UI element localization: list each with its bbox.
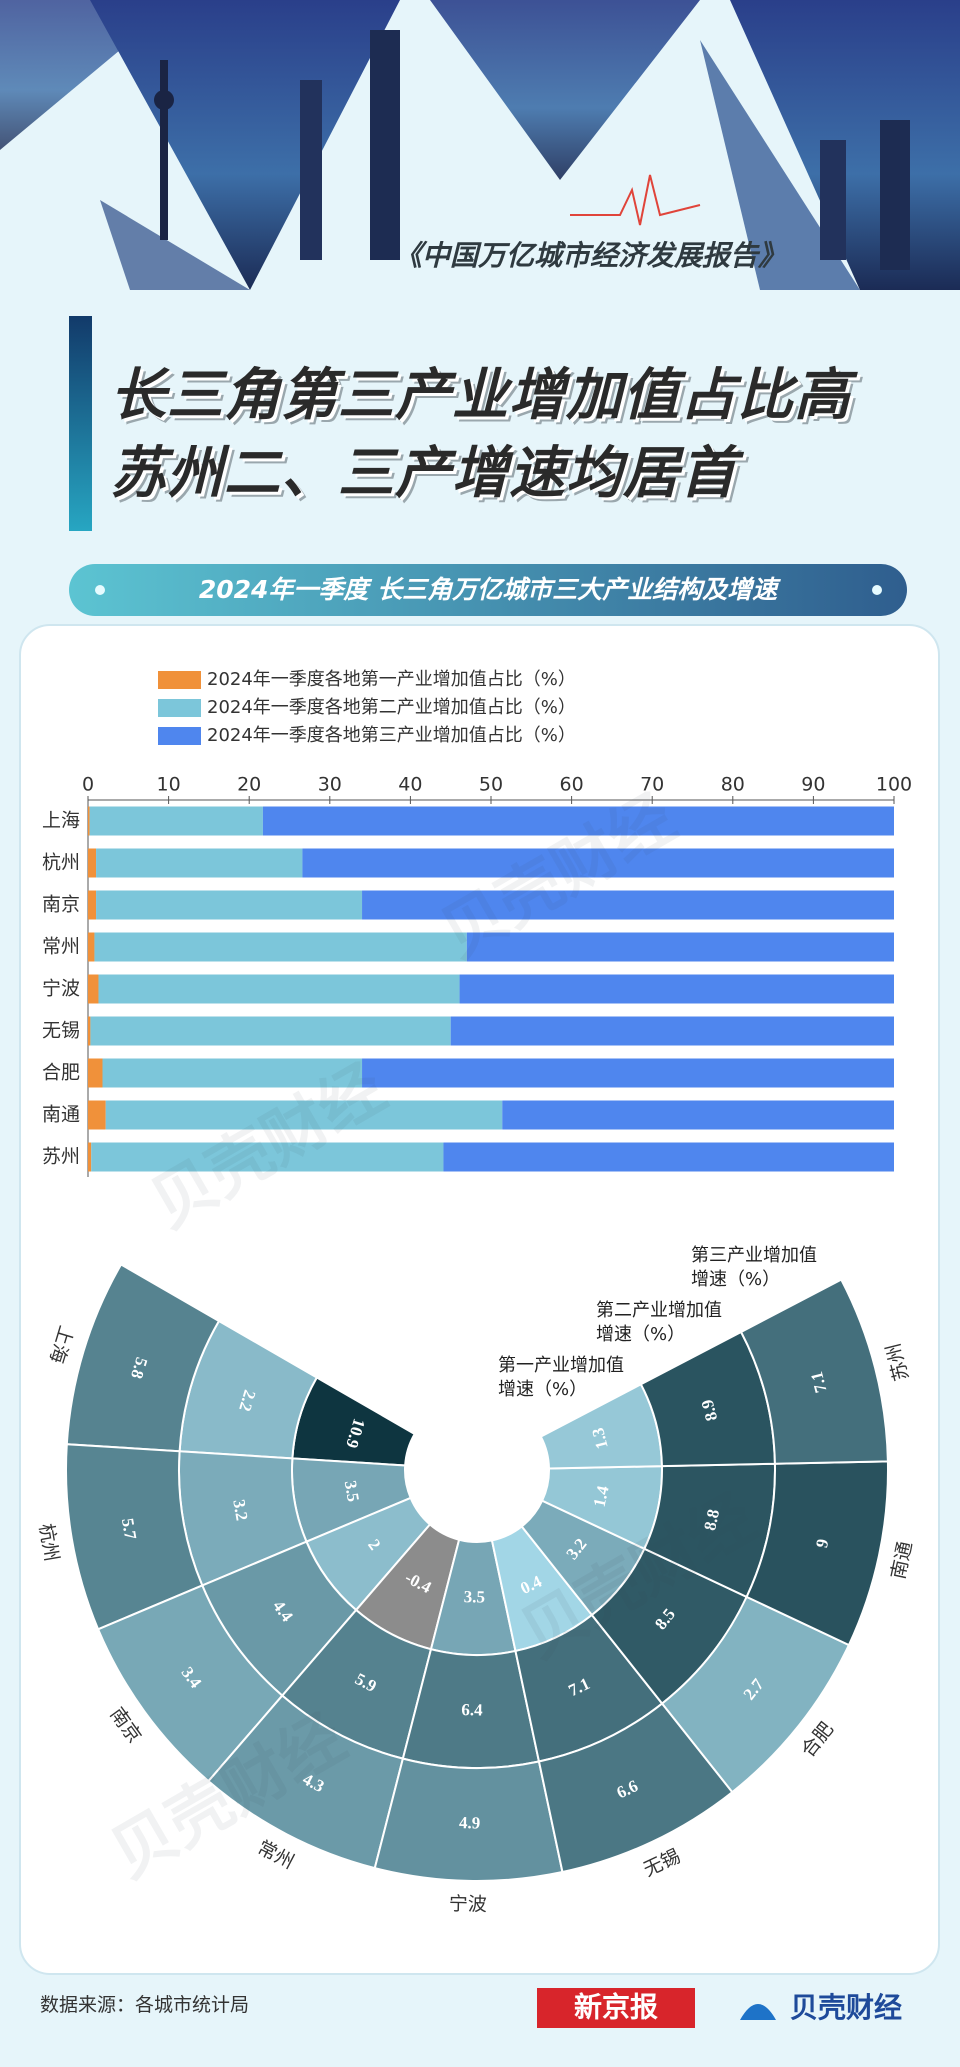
cell-label: 1.3 — [588, 1426, 612, 1451]
bar-segment — [88, 932, 95, 962]
cell-label: 3.5 — [464, 1587, 486, 1606]
bar-segment — [88, 1058, 103, 1088]
bar-segment — [459, 974, 894, 1004]
x-tick-label: 30 — [318, 774, 342, 796]
ring-label: 第二产业增加值增速（%） — [596, 1300, 722, 1345]
y-tick-label: 苏州 — [42, 1146, 80, 1168]
y-tick-label: 上海 — [42, 810, 80, 832]
bar-segment — [466, 932, 894, 962]
bar-segment — [262, 806, 895, 836]
x-tick-label: 50 — [479, 774, 503, 796]
cell-label: 3.2 — [229, 1498, 251, 1522]
bar-segment — [94, 932, 467, 962]
x-tick-label: 80 — [721, 774, 745, 796]
skyline — [0, 0, 960, 290]
bar-segment — [89, 806, 263, 836]
y-tick-label: 无锡 — [42, 1020, 80, 1042]
logo: 新京报 — [574, 1991, 658, 2024]
bar-segment — [88, 806, 90, 836]
logo-box — [537, 1988, 695, 2028]
y-tick-label: 杭州 — [42, 852, 80, 874]
x-tick-label: 40 — [398, 774, 422, 796]
banner-dot — [95, 585, 105, 595]
bar-segment — [502, 1100, 894, 1130]
bar-segment — [105, 1100, 503, 1130]
title: 长三角第三产业增加值占比高 — [110, 363, 851, 428]
legend-label: 2024年一季度各地第一产业增加值占比（%） — [207, 669, 576, 690]
bar-segment — [362, 890, 894, 920]
cell-label: 3.5 — [341, 1479, 363, 1503]
title-bar — [69, 316, 92, 531]
bar-segment — [90, 1016, 451, 1046]
bar-segment — [88, 1100, 106, 1130]
x-tick-label: 0 — [82, 774, 94, 796]
report-title: 《中国万亿城市经济发展报告》 — [393, 239, 786, 272]
cell-label: 5.7 — [118, 1517, 140, 1542]
cell-label: 8.8 — [700, 1508, 723, 1533]
cell-label: 4.9 — [459, 1813, 481, 1832]
polar-cell — [739, 1278, 889, 1465]
x-tick-label: 90 — [801, 774, 825, 796]
bar-segment — [91, 1142, 444, 1172]
bar-segment — [88, 974, 99, 1004]
x-tick-label: 20 — [237, 774, 261, 796]
x-tick-label: 10 — [157, 774, 181, 796]
banner: 2024年一季度 长三角万亿城市三大产业结构及增速 — [198, 575, 778, 604]
x-tick-label: 100 — [876, 774, 912, 796]
banner-bg — [69, 564, 907, 616]
bar-segment — [450, 1016, 894, 1046]
legend-label: 2024年一季度各地第二产业增加值占比（%） — [207, 697, 576, 718]
bar-segment — [443, 1142, 894, 1172]
cell-label: 1.4 — [590, 1484, 613, 1509]
bar-segment — [102, 1058, 363, 1088]
bar-segment — [96, 848, 303, 878]
x-tick-label: 60 — [560, 774, 584, 796]
source: 数据来源：各城市统计局 — [40, 1994, 250, 2016]
y-tick-label: 南京 — [42, 894, 80, 916]
y-tick-label: 合肥 — [42, 1062, 80, 1084]
logo: 贝壳财经 — [790, 1991, 902, 2024]
cell-label: 7.1 — [807, 1370, 831, 1395]
legend-swatch — [158, 671, 201, 689]
legend-swatch — [158, 699, 201, 717]
ring-label: 第一产业增加值增速（%） — [498, 1355, 624, 1400]
bar-segment — [96, 890, 363, 920]
cell-label: 8.9 — [698, 1398, 722, 1423]
bar-segment — [98, 974, 460, 1004]
cell-label: 6.4 — [461, 1700, 483, 1719]
legend-label: 2024年一季度各地第三产业增加值占比（%） — [207, 725, 576, 746]
y-tick-label: 常州 — [42, 936, 80, 958]
ring-label: 第三产业增加值增速（%） — [691, 1245, 817, 1290]
charts: 2024年一季度各地第一产业增加值占比（%） 2024年一季度各地第二产业增加值占… — [35, 669, 917, 1916]
bar-segment — [88, 848, 97, 878]
city-label: 宁波 — [449, 1893, 487, 1916]
bar-segment — [302, 848, 894, 878]
title: 苏州二、三产增速均居首 — [110, 441, 737, 506]
logo-icon — [740, 2004, 776, 2020]
bar-segment — [88, 1142, 92, 1172]
banner-dot — [872, 585, 882, 595]
y-tick-label: 宁波 — [42, 978, 80, 1000]
y-tick-label: 南通 — [42, 1104, 80, 1126]
bar-segment — [88, 1016, 91, 1046]
bar-segment — [88, 890, 97, 920]
bar-segment — [362, 1058, 894, 1088]
x-tick-label: 70 — [640, 774, 664, 796]
legend-swatch — [158, 727, 201, 745]
cell-label: 9 — [812, 1537, 832, 1549]
